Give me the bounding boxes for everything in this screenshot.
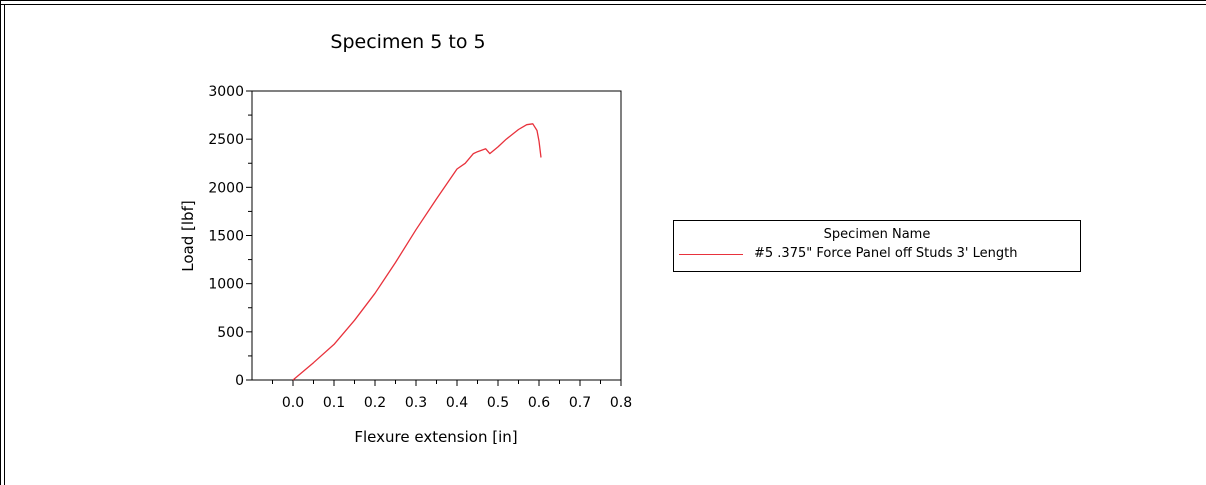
series-group [292,123,542,381]
y-tick-label: 2000 [208,180,244,196]
x-tick-label: 0.1 [323,395,345,411]
plot-area-frame [251,90,622,381]
series-line [292,123,542,381]
legend: Specimen Name #5 .375" Force Panel off S… [673,220,1081,272]
frame-left-border-inner [4,4,5,485]
y-axis-label: Load [lbf] [179,200,197,271]
frame-top-border [0,0,1206,1]
legend-title: Specimen Name [823,227,931,242]
frame-top-border-inner [0,4,1206,5]
y-tick-label: 2500 [208,132,244,148]
legend-series-label: #5 .375" Force Panel off Studs 3' Length [754,246,1018,261]
y-tick-label: 3000 [208,84,244,100]
x-tick-label: 0.7 [569,395,591,411]
y-tick-label: 0 [235,373,244,389]
legend-swatch [679,254,743,255]
frame-left-border [0,0,1,485]
y-tick-label: 1000 [208,277,244,293]
x-tick-label: 0.0 [282,395,304,411]
x-tick-label: 0.5 [487,395,509,411]
x-tick-label: 0.8 [610,395,632,411]
x-tick-label: 0.3 [405,395,427,411]
chart-title: Specimen 5 to 5 [330,31,485,53]
x-axis-ticks: 0.0 0.1 0.2 0.3 0.4 0.5 0.6 0.7 0.8 [272,380,632,411]
y-axis-ticks: 0 500 1000 1500 2000 2500 3000 [208,84,252,389]
x-tick-label: 0.2 [364,395,386,411]
x-axis-label: Flexure extension [in] [354,428,517,446]
x-tick-label: 0.6 [528,395,550,411]
y-tick-label: 500 [217,325,244,341]
y-tick-label: 1500 [208,229,244,245]
x-tick-label: 0.4 [446,395,468,411]
